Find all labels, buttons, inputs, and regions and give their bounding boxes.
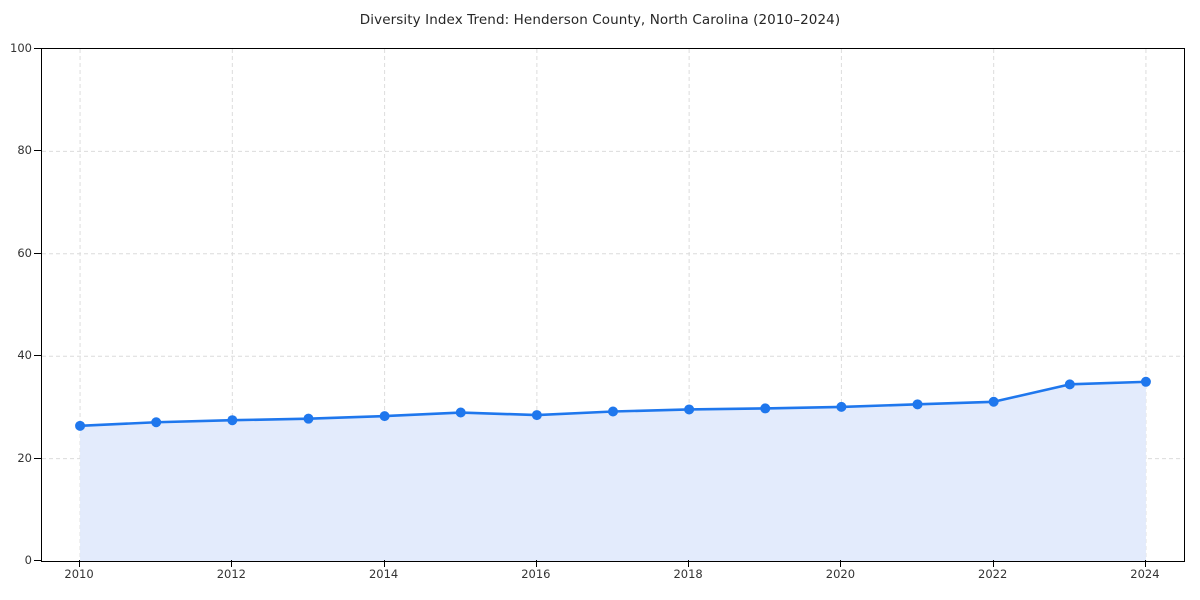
y-tick-mark — [34, 252, 41, 254]
y-tick-label: 0 — [24, 553, 32, 567]
x-tick-label: 2010 — [64, 567, 94, 581]
data-point-marker[interactable] — [379, 411, 390, 422]
data-point-marker[interactable] — [151, 417, 162, 428]
data-point-marker[interactable] — [836, 401, 847, 412]
x-tick-mark — [231, 560, 233, 567]
plot-area — [41, 48, 1185, 562]
data-point-marker[interactable] — [531, 410, 542, 421]
data-point-marker[interactable] — [455, 407, 466, 418]
series-area-fill — [80, 381, 1146, 561]
data-point-marker[interactable] — [912, 399, 923, 410]
x-tick-label: 2024 — [1130, 567, 1160, 581]
x-tick-mark — [79, 560, 81, 567]
data-point-marker[interactable] — [303, 413, 314, 424]
y-tick-mark — [34, 48, 41, 49]
y-tick-mark — [34, 150, 41, 152]
data-layer — [75, 376, 1151, 561]
x-tick-mark — [840, 560, 842, 567]
data-point-marker[interactable] — [684, 404, 695, 415]
x-tick-label: 2014 — [368, 567, 399, 581]
chart-title: Diversity Index Trend: Henderson County,… — [359, 12, 841, 28]
x-tick-mark — [1144, 560, 1146, 567]
x-tick-label: 2020 — [825, 567, 856, 581]
x-tick-mark — [992, 560, 994, 567]
data-point-marker[interactable] — [1064, 379, 1075, 390]
y-tick-mark — [34, 355, 41, 357]
x-tick-label: 2018 — [673, 567, 703, 581]
x-tick-label: 2012 — [216, 567, 246, 581]
y-tick-label: 100 — [10, 41, 32, 55]
x-tick-mark — [535, 560, 537, 567]
grid-layer — [42, 49, 1184, 561]
data-point-marker[interactable] — [760, 403, 771, 414]
y-tick-label: 40 — [17, 348, 32, 363]
data-point-marker[interactable] — [227, 415, 238, 426]
y-tick-mark — [34, 457, 41, 459]
x-tick-mark — [688, 560, 690, 567]
x-tick-mark — [383, 560, 385, 567]
x-tick-label: 2022 — [978, 567, 1008, 581]
data-point-marker[interactable] — [988, 396, 999, 407]
data-point-marker[interactable] — [608, 406, 618, 417]
x-tick-label: 2016 — [521, 567, 551, 581]
y-tick-label: 20 — [17, 450, 32, 465]
y-tick-label: 60 — [17, 245, 32, 260]
data-point-marker[interactable] — [75, 420, 86, 431]
y-tick-mark — [34, 560, 41, 561]
y-tick-label: 80 — [17, 143, 32, 158]
data-point-marker[interactable] — [1140, 376, 1151, 387]
